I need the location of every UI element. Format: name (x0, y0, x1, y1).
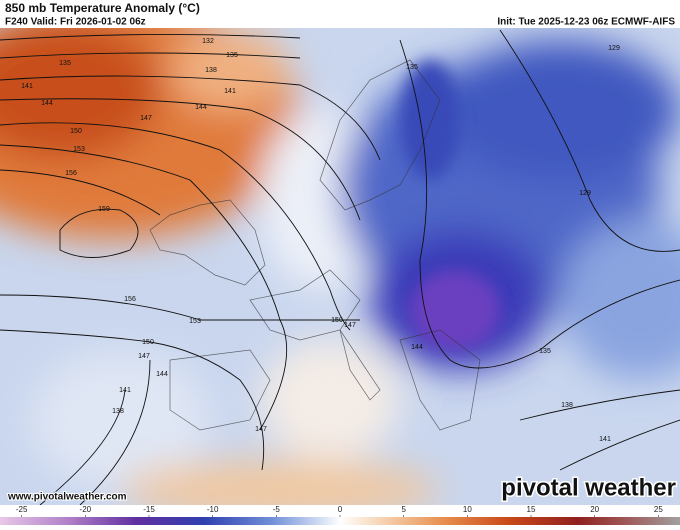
contour-label: 153 (73, 146, 85, 153)
map-title: 850 mb Temperature Anomaly (°C) (5, 1, 200, 15)
contour-label: 147 (255, 426, 267, 433)
contour-label: 129 (579, 190, 591, 197)
init-time: Init: Tue 2025-12-23 06z ECMWF-AIFS (497, 17, 675, 28)
colorbar-tick-label: -25 (16, 505, 28, 514)
contour-label: 150 (142, 339, 154, 346)
colorbar-tick-label: 15 (527, 505, 536, 514)
contour-label: 138 (561, 402, 573, 409)
contour-label: 138 (112, 408, 124, 415)
valid-time: F240 Valid: Fri 2026-01-02 06z (5, 17, 146, 28)
colorbar-tick-label: -5 (273, 505, 281, 514)
contour-label: 156 (124, 296, 136, 303)
contour-label: 156 (65, 170, 77, 177)
logo: pivotal weather (501, 474, 676, 501)
contour-label: 138 (205, 67, 217, 74)
contour-label: 144 (411, 344, 423, 351)
contour-label: 141 (21, 83, 33, 90)
contour-label: 147 (344, 322, 356, 329)
contour-label: 144 (195, 104, 207, 111)
contour-label: 147 (140, 115, 152, 122)
contour-label: 144 (41, 100, 53, 107)
contour-label: 150 (70, 128, 82, 135)
contour-label: 129 (608, 45, 620, 52)
contour-label: 141 (599, 436, 611, 443)
contour-label: 147 (138, 353, 150, 360)
contour-label: 135 (59, 60, 71, 67)
colorbar-tick-label: 25 (654, 505, 663, 514)
colorbar-tick-label: -20 (80, 505, 92, 514)
contour-label: 135 (406, 64, 418, 71)
contour-label: 141 (119, 387, 131, 394)
colorbar-tick-label: 0 (338, 505, 343, 514)
contour-label: 153 (189, 318, 201, 325)
contour-label: 150 (331, 317, 343, 324)
colorbar-tick-label: 20 (590, 505, 599, 514)
colorbar-tick-label: 5 (401, 505, 406, 514)
colorbar (0, 517, 680, 525)
colorbar-tick-label: -10 (207, 505, 219, 514)
colorbar-tick-label: -15 (143, 505, 155, 514)
contour-label: 135 (226, 52, 238, 59)
watermark: www.pivotalweather.com (7, 492, 127, 503)
contour-label: 144 (156, 371, 168, 378)
colorbar-tick-label: 10 (463, 505, 472, 514)
contour-label: 141 (224, 88, 236, 95)
contour-label: 132 (202, 38, 214, 45)
contour-label: 159 (98, 206, 110, 213)
contour-label: 135 (539, 348, 551, 355)
